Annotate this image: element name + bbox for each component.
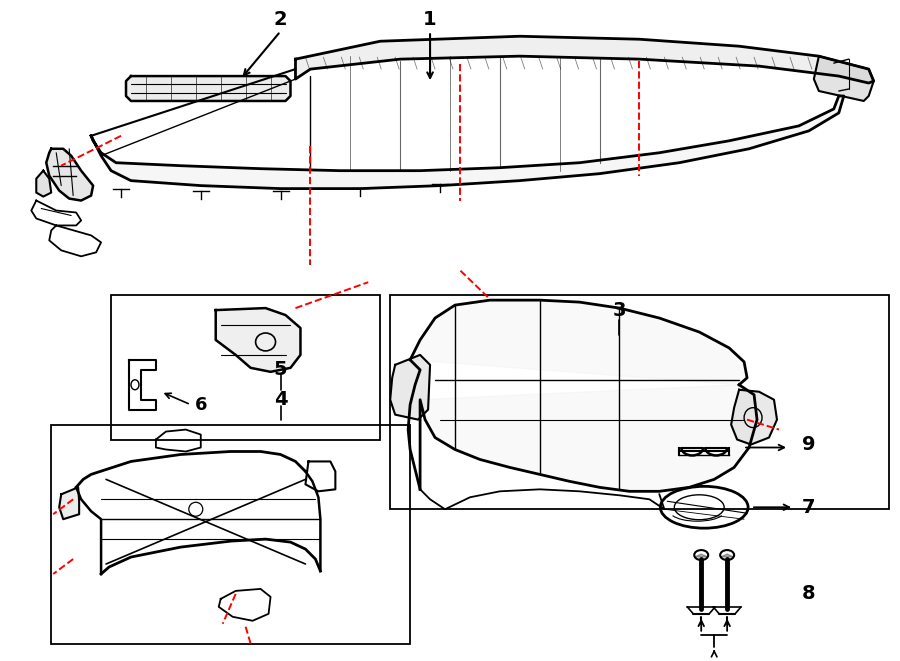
Text: 2: 2 xyxy=(274,10,287,29)
Text: 3: 3 xyxy=(613,301,626,319)
Polygon shape xyxy=(59,487,79,519)
Text: 7: 7 xyxy=(802,498,815,517)
Text: 8: 8 xyxy=(802,584,815,603)
Polygon shape xyxy=(46,149,93,200)
Text: 4: 4 xyxy=(274,390,287,409)
Bar xyxy=(51,424,410,644)
Polygon shape xyxy=(720,554,734,557)
Bar xyxy=(391,295,888,509)
Text: 9: 9 xyxy=(802,435,815,454)
Text: 1: 1 xyxy=(423,10,436,29)
Polygon shape xyxy=(731,390,777,444)
Polygon shape xyxy=(91,96,844,188)
Bar xyxy=(111,295,380,440)
Text: 5: 5 xyxy=(274,360,287,379)
Polygon shape xyxy=(814,56,874,101)
Text: 6: 6 xyxy=(194,396,207,414)
Polygon shape xyxy=(216,308,301,372)
Polygon shape xyxy=(410,300,757,491)
Polygon shape xyxy=(694,554,708,557)
Polygon shape xyxy=(295,36,874,83)
Polygon shape xyxy=(391,355,430,420)
Polygon shape xyxy=(126,76,291,101)
Polygon shape xyxy=(36,171,51,196)
